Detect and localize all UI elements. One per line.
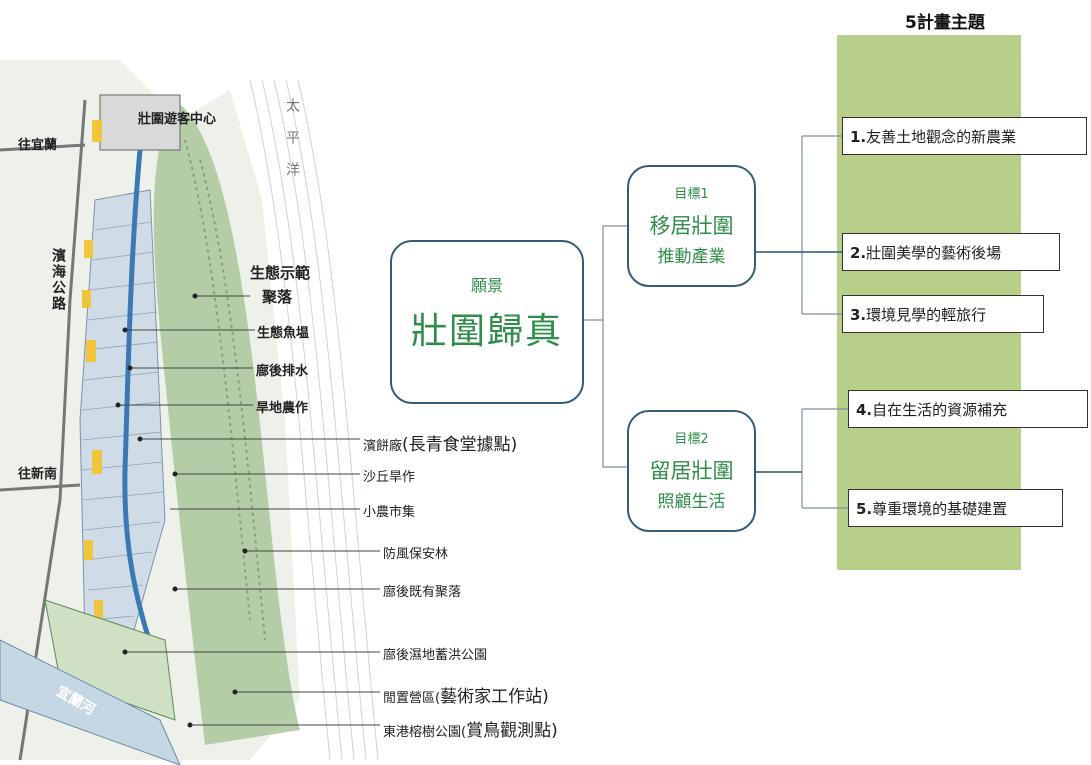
callout-wetland-park: 廍後濕地蓄洪公園 [383, 648, 488, 663]
topic-5-text: 尊重環境的基礎建置 [872, 500, 1008, 518]
callout-eco-demo: 生態示範 [250, 264, 311, 282]
callout-drainage: 廍後排水 [256, 364, 309, 379]
goal-1-subtitle: 推動產業 [657, 247, 726, 267]
callout-dryland-farming: 旱地農作 [256, 401, 309, 416]
topic-3-box: 3.環境見學的輕旅行 [842, 295, 1044, 333]
topic-2-text: 壯圍美學的藝術後場 [866, 244, 1002, 262]
pacific-ocean-label: 太平洋 [284, 98, 300, 194]
coastal-road-label: 濱海公路 [50, 248, 66, 312]
topic-1-box: 1.友善土地觀念的新農業 [842, 117, 1087, 155]
callout-farmers-market: 小農市集 [363, 505, 416, 520]
topic-2-box: 2.壯圍美學的藝術後場 [842, 233, 1060, 271]
topic-5-box: 5.尊重環境的基礎建置 [848, 489, 1063, 527]
river [0, 639, 181, 765]
to-xinnan-label: 往新南 [18, 467, 58, 482]
topic-3-text: 環境見學的輕旅行 [866, 306, 987, 324]
callout-eco-fish-pond: 生態魚塭 [257, 326, 310, 341]
coastal-road [18, 99, 87, 761]
drainage-channel [122, 149, 173, 701]
topic-1-text: 友善土地觀念的新農業 [866, 128, 1017, 146]
topic-4-text: 自在生活的資源補充 [872, 401, 1008, 419]
goal-2-title: 留居壯圍 [649, 459, 734, 483]
to-yilan-label: 往宜蘭 [18, 138, 58, 153]
ocean-area [249, 79, 379, 761]
vision-label: 願景 [470, 276, 503, 295]
callout-existing-settlement: 廍後既有聚落 [383, 585, 462, 600]
visitor-center-building [99, 94, 181, 151]
goal-2-box: 目標2 留居壯圍 照顧生活 [627, 410, 756, 532]
callout-banyan-park: 東港榕樹公園(賞鳥觀測點) [383, 721, 558, 741]
vision-box: 願景 壯圍歸真 [390, 240, 584, 404]
callout-settlement: 聚落 [262, 288, 293, 306]
site-map-illustration [0, 60, 380, 765]
topics-title: 5計畫主題 [905, 13, 985, 33]
callout-dune-farming: 沙丘旱作 [363, 470, 416, 485]
goal-1-label: 目標1 [674, 187, 709, 202]
callout-factory: 濱餅廠(長青食堂據點) [363, 435, 518, 455]
callout-windbreak-forest: 防風保安林 [383, 547, 449, 562]
goal-2-label: 目標2 [674, 432, 709, 447]
visitor-center-label: 壯圍遊客中心 [138, 112, 217, 127]
goal-2-subtitle: 照顧生活 [657, 492, 726, 512]
vision-title: 壯圍歸真 [410, 311, 563, 352]
village-blocks [82, 120, 103, 618]
forest-belt [153, 100, 300, 745]
callout-artist-station: 閒置營區(藝術家工作站) [383, 687, 549, 707]
goal-1-title: 移居壯圍 [649, 214, 734, 238]
topic-4-box: 4.自在生活的資源補充 [848, 390, 1088, 428]
goal-1-box: 目標1 移居壯圍 推動產業 [627, 165, 756, 287]
wetland-park [44, 599, 176, 721]
